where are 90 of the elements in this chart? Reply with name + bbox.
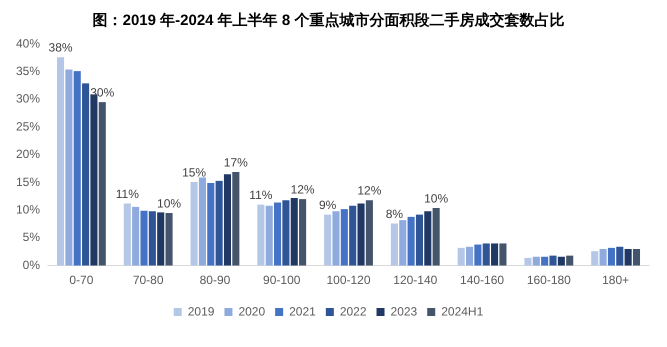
data-label: 12% xyxy=(357,184,382,198)
bar xyxy=(332,211,340,266)
y-tick-label: 40% xyxy=(16,36,40,50)
bar xyxy=(224,174,232,266)
bar xyxy=(474,244,482,266)
x-tick-label: 0-70 xyxy=(69,273,94,288)
legend-label: 2023 xyxy=(390,304,418,318)
y-tick-label: 10% xyxy=(16,202,40,217)
bar xyxy=(157,212,164,266)
bar xyxy=(148,211,156,266)
bar xyxy=(299,199,306,266)
bar xyxy=(216,180,223,266)
bar xyxy=(274,202,282,266)
x-tick-label: 180+ xyxy=(602,273,630,288)
bar xyxy=(558,256,565,266)
x-tick-label: 120-140 xyxy=(393,273,438,288)
data-label: 15% xyxy=(182,165,206,180)
data-label: 9% xyxy=(318,198,337,212)
bar xyxy=(198,178,206,266)
legend-label: 2020 xyxy=(238,304,266,318)
bar xyxy=(166,212,173,266)
bar xyxy=(566,256,574,266)
y-tick-label: 35% xyxy=(16,64,40,78)
data-label: 10% xyxy=(424,191,448,206)
bar xyxy=(458,248,465,266)
data-label: 10% xyxy=(157,196,182,210)
legend-label: 2021 xyxy=(289,304,316,318)
bar xyxy=(282,200,290,266)
bar xyxy=(349,206,356,266)
bar xyxy=(132,206,140,266)
data-label: 12% xyxy=(290,182,315,196)
bar xyxy=(524,258,532,266)
bar xyxy=(482,243,490,266)
data-label: 8% xyxy=(386,206,404,221)
bar xyxy=(416,214,424,266)
y-tick-label: 15% xyxy=(16,174,40,189)
bar xyxy=(82,83,90,266)
bar xyxy=(491,243,498,266)
bar xyxy=(232,172,240,266)
bar xyxy=(600,248,607,266)
bar xyxy=(591,251,598,266)
bar xyxy=(532,256,540,266)
y-tick-label: 30% xyxy=(16,92,40,106)
bar xyxy=(424,211,432,266)
bar xyxy=(399,220,406,266)
y-tick-label: 5% xyxy=(22,230,40,244)
bar xyxy=(466,246,474,266)
data-label: 11% xyxy=(116,186,140,201)
bar xyxy=(357,204,365,266)
x-tick-label: 140-160 xyxy=(460,273,504,288)
bar xyxy=(56,57,64,266)
bar xyxy=(608,248,615,266)
bar xyxy=(207,183,214,266)
bar xyxy=(340,209,348,266)
bar xyxy=(257,204,264,266)
data-label: 38% xyxy=(48,40,73,55)
bar xyxy=(190,182,198,266)
bar xyxy=(324,214,332,266)
bar xyxy=(499,243,506,266)
bar xyxy=(290,198,298,266)
bar xyxy=(65,69,72,266)
bar xyxy=(140,210,148,266)
legend-label: 2022 xyxy=(340,304,367,318)
bar xyxy=(124,204,131,266)
bar xyxy=(541,256,548,266)
x-tick-label: 90-100 xyxy=(263,273,301,288)
y-tick-label: 25% xyxy=(16,119,40,134)
y-tick-label: 20% xyxy=(16,147,40,162)
bar xyxy=(632,248,640,266)
legend-label: 2019 xyxy=(188,304,215,318)
legend-label: 2024H1 xyxy=(441,304,484,318)
bar xyxy=(408,216,415,266)
bar xyxy=(549,256,557,266)
bar xyxy=(432,208,440,266)
y-tick-label: 0% xyxy=(22,258,40,272)
bar xyxy=(624,248,632,266)
data-label: 11% xyxy=(249,188,273,202)
chart-title: 图：2019 年-2024 年上半年 8 个重点城市分面积段二手房成交套数占比 xyxy=(92,11,564,30)
bar xyxy=(366,200,373,266)
x-tick-label: 100-120 xyxy=(326,273,371,288)
bar xyxy=(616,246,624,266)
data-label: 30% xyxy=(90,85,115,100)
data-label: 17% xyxy=(224,155,248,170)
bar xyxy=(74,71,81,266)
x-tick-label: 70-80 xyxy=(132,273,164,288)
x-tick-label: 160-180 xyxy=(526,273,572,288)
bar xyxy=(98,102,106,266)
bar xyxy=(266,206,273,266)
x-tick-label: 80-90 xyxy=(200,273,231,288)
bar xyxy=(390,223,398,266)
